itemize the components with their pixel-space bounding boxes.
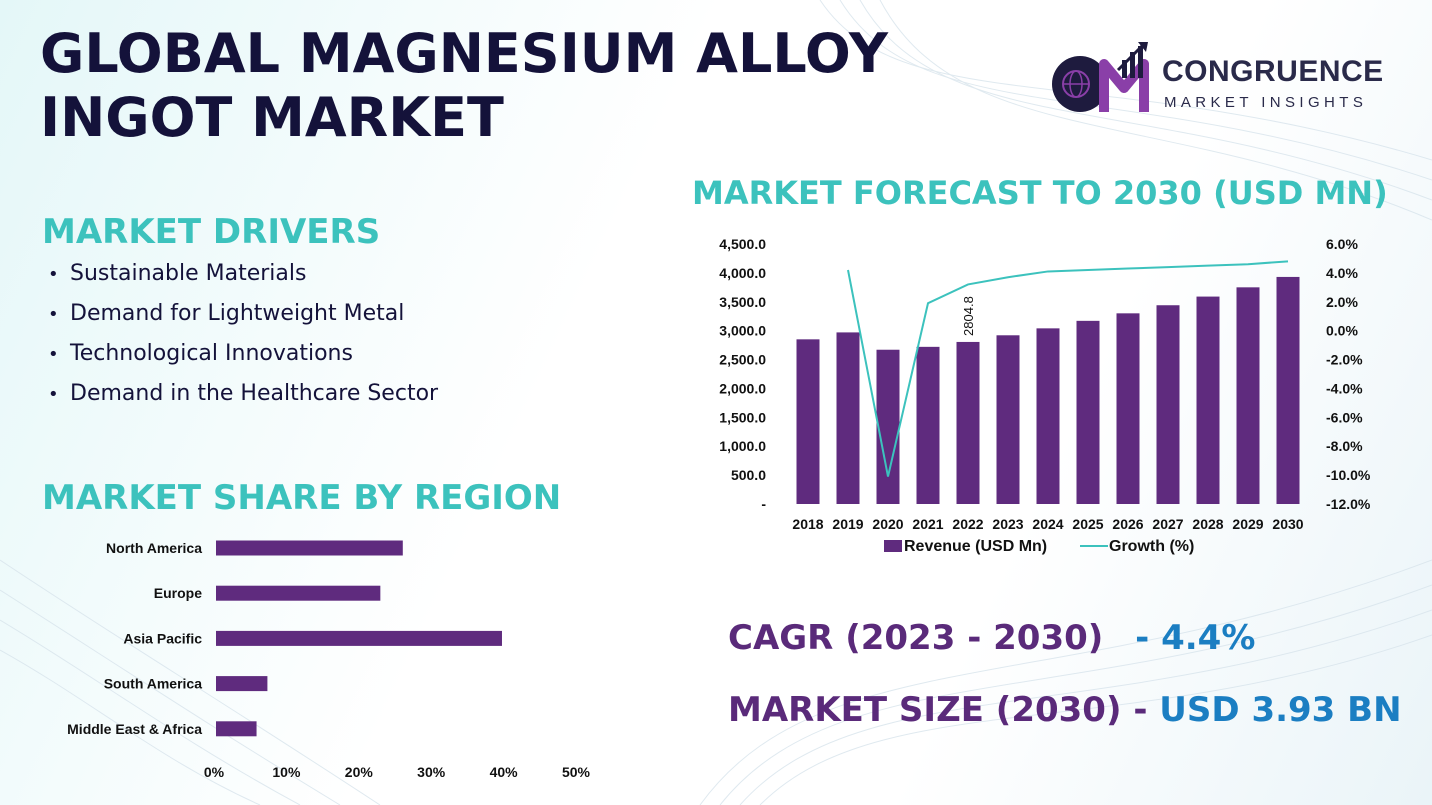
revenue-bar bbox=[876, 349, 900, 504]
bullet-icon: • bbox=[48, 264, 59, 285]
market-size-label: MARKET SIZE (2030) - bbox=[728, 690, 1148, 730]
forecast-heading: MARKET FORECAST TO 2030 (USD MN) bbox=[692, 174, 1388, 212]
x-tick-label: 2023 bbox=[992, 516, 1023, 532]
cagr-kpi: CAGR (2023 - 2030) - 4.4% bbox=[728, 618, 1255, 658]
cagr-label: CAGR (2023 - 2030) bbox=[728, 618, 1104, 658]
region-label: North America bbox=[106, 540, 202, 556]
x-tick-label: 2019 bbox=[832, 516, 863, 532]
y-left-tick-label: 2,000.0 bbox=[719, 380, 766, 396]
y-left-tick-label: 1,000.0 bbox=[719, 438, 766, 454]
driver-item: • Demand in the Healthcare Sector bbox=[48, 376, 438, 416]
y-right-tick-label: -8.0% bbox=[1326, 438, 1363, 454]
x-tick-label: 20% bbox=[345, 764, 374, 780]
x-tick-label: 2026 bbox=[1112, 516, 1143, 532]
y-left-tick-label: 1,500.0 bbox=[719, 409, 766, 425]
market-size-value: USD 3.93 BN bbox=[1159, 690, 1402, 730]
x-tick-label: 0% bbox=[204, 764, 225, 780]
y-right-tick-label: 2.0% bbox=[1326, 294, 1358, 310]
x-tick-label: 2028 bbox=[1192, 516, 1223, 532]
revenue-bar bbox=[1276, 276, 1300, 504]
legend-growth-label: Growth (%) bbox=[1109, 538, 1194, 555]
revenue-bar bbox=[1076, 320, 1100, 504]
x-tick-label: 2025 bbox=[1072, 516, 1103, 532]
revenue-bar bbox=[956, 341, 980, 504]
logo-name: CONGRUENCE bbox=[1162, 55, 1384, 88]
x-tick-label: 40% bbox=[490, 764, 519, 780]
y-left-tick-label: 3,500.0 bbox=[719, 294, 766, 310]
title-line-2: INGOT MARKET bbox=[40, 86, 504, 149]
revenue-bar bbox=[836, 332, 860, 504]
revenue-bar bbox=[996, 335, 1020, 504]
region-label: Asia Pacific bbox=[123, 630, 202, 646]
x-tick-label: 50% bbox=[562, 764, 591, 780]
region-bar bbox=[216, 585, 381, 601]
bullet-icon: • bbox=[48, 384, 59, 405]
drivers-heading: MARKET DRIVERS bbox=[42, 212, 381, 252]
market-size-kpi: MARKET SIZE (2030) - USD 3.93 BN bbox=[728, 690, 1402, 730]
page-title: GLOBAL MAGNESIUM ALLOY INGOT MARKET bbox=[40, 22, 940, 150]
x-tick-label: 2024 bbox=[1032, 516, 1063, 532]
bullet-icon: • bbox=[48, 304, 59, 325]
region-share-chart: North America Europe Asia Pacific South Ame… bbox=[67, 540, 591, 780]
driver-label: Demand in the Healthcare Sector bbox=[70, 381, 439, 406]
title-line-1: GLOBAL MAGNESIUM ALLOY bbox=[40, 22, 888, 85]
region-label: Europe bbox=[154, 585, 202, 601]
x-tick-label: 2018 bbox=[792, 516, 823, 532]
driver-label: Demand for Lightweight Metal bbox=[70, 301, 405, 326]
region-bar bbox=[216, 630, 502, 646]
growth-line bbox=[847, 260, 1289, 477]
revenue-bar bbox=[1156, 305, 1180, 504]
bar-data-label: 2804.8 bbox=[961, 296, 976, 336]
driver-label: Technological Innovations bbox=[70, 341, 353, 366]
revenue-bar bbox=[1196, 296, 1220, 504]
region-share-heading: MARKET SHARE BY REGION bbox=[42, 478, 562, 518]
x-tick-label: 2029 bbox=[1232, 516, 1263, 532]
revenue-bar bbox=[1116, 313, 1140, 504]
y-right-tick-label: -10.0% bbox=[1326, 467, 1371, 483]
y-right-tick-label: -12.0% bbox=[1326, 496, 1371, 512]
y-left-tick-label: 3,000.0 bbox=[719, 323, 766, 339]
region-bar bbox=[216, 676, 268, 692]
driver-item: • Demand for Lightweight Metal bbox=[48, 296, 438, 336]
y-left-tick-label: 4,000.0 bbox=[719, 265, 766, 281]
forecast-chart: - 500.0 1,000.0 1,500.0 2,000.0 2,500.0 3,000.… bbox=[719, 236, 1371, 555]
x-tick-label: 2020 bbox=[872, 516, 903, 532]
region-bar bbox=[216, 540, 403, 556]
legend-revenue-label: Revenue (USD Mn) bbox=[904, 538, 1047, 555]
y-left-tick-label: - bbox=[761, 496, 766, 512]
company-logo-mark bbox=[1052, 42, 1149, 112]
y-left-tick-label: 500.0 bbox=[731, 467, 766, 483]
legend-revenue-swatch bbox=[884, 540, 902, 552]
region-label: South America bbox=[104, 676, 202, 692]
x-tick-label: 2021 bbox=[912, 516, 943, 532]
revenue-bar bbox=[796, 339, 820, 504]
x-tick-label: 2030 bbox=[1272, 516, 1303, 532]
driver-label: Sustainable Materials bbox=[70, 261, 307, 286]
driver-item: • Sustainable Materials bbox=[48, 256, 438, 296]
y-right-tick-label: -6.0% bbox=[1326, 409, 1363, 425]
y-left-tick-label: 4,500.0 bbox=[719, 236, 766, 252]
region-bar bbox=[216, 721, 257, 737]
logo-tagline: MARKET INSIGHTS bbox=[1164, 94, 1368, 111]
x-tick-label: 30% bbox=[417, 764, 446, 780]
revenue-bar bbox=[1036, 328, 1060, 504]
y-right-tick-label: -4.0% bbox=[1326, 380, 1363, 396]
y-left-tick-label: 2,500.0 bbox=[719, 352, 766, 368]
y-right-tick-label: -2.0% bbox=[1326, 352, 1363, 368]
revenue-bar bbox=[916, 346, 940, 504]
x-tick-label: 10% bbox=[272, 764, 301, 780]
y-right-tick-label: 6.0% bbox=[1326, 236, 1358, 252]
revenue-bar bbox=[1236, 287, 1260, 504]
y-right-tick-label: 0.0% bbox=[1326, 323, 1358, 339]
y-right-tick-label: 4.0% bbox=[1326, 265, 1358, 281]
x-tick-label: 2022 bbox=[952, 516, 983, 532]
drivers-list: • Sustainable Materials • Demand for Light… bbox=[48, 256, 438, 416]
region-label: Middle East & Africa bbox=[67, 721, 202, 737]
cagr-value: - 4.4% bbox=[1135, 618, 1256, 658]
driver-item: • Technological Innovations bbox=[48, 336, 438, 376]
x-tick-label: 2027 bbox=[1152, 516, 1183, 532]
bullet-icon: • bbox=[48, 344, 59, 365]
